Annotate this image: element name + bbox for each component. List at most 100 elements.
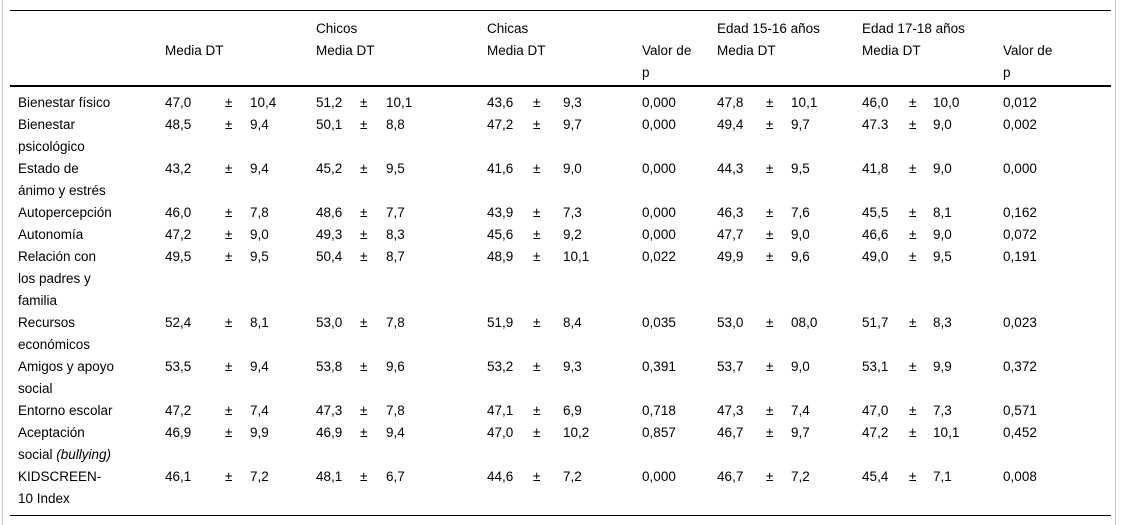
plus-minus-sign: ± xyxy=(766,358,774,374)
sd-value: 9,0 xyxy=(791,226,810,242)
mean-value: 47,3 xyxy=(717,402,744,418)
row-label: Autonomía xyxy=(10,224,165,246)
plus-minus-sign: ± xyxy=(909,116,917,132)
sd-value: 9,0 xyxy=(250,226,269,242)
sd-value: 9,6 xyxy=(386,358,405,374)
row-label-line: Relación con xyxy=(18,248,97,264)
mean-value: 50,1 xyxy=(316,116,343,132)
plus-minus-sign: ± xyxy=(909,424,917,440)
plus-minus-sign: ± xyxy=(360,248,368,264)
mean-value: 51,7 xyxy=(862,314,889,330)
table-row: Autonomía 47,2 ±9,0 49,3 ±8,3 45,6 ±9,2 0,000 47… xyxy=(10,224,1111,246)
sd-value: 8,1 xyxy=(250,314,269,330)
row-label-line: Autonomía xyxy=(18,226,84,242)
plus-minus-sign: ± xyxy=(360,116,368,132)
mean-value: 51,2 xyxy=(316,94,343,110)
sd-value: 9,6 xyxy=(791,248,810,264)
sd-value: 7,4 xyxy=(250,402,269,418)
p-value: 0,023 xyxy=(1003,314,1037,330)
p-value: 0,008 xyxy=(1003,468,1037,484)
mean-value: 43,9 xyxy=(487,204,514,220)
p-value: 0,452 xyxy=(1003,424,1037,440)
row-label-line: Estado de xyxy=(18,160,79,176)
plus-minus-sign: ± xyxy=(909,358,917,374)
mean-value: 47,8 xyxy=(717,94,744,110)
sd-value: 7,2 xyxy=(791,468,810,484)
row-label: Aceptación social (bullying) xyxy=(10,422,165,466)
table-row: Recursos económicos 52,4 ±8,1 53,0 ±7,8 51,9 ±8… xyxy=(10,312,1111,356)
mean-value: 41,6 xyxy=(487,160,514,176)
row-label: Entorno escolar xyxy=(10,400,165,422)
p-value: 0,000 xyxy=(642,204,676,220)
plus-minus-sign: ± xyxy=(225,94,233,110)
plus-minus-sign: ± xyxy=(360,468,368,484)
plus-minus-sign: ± xyxy=(533,314,541,330)
plus-minus-sign: ± xyxy=(766,424,774,440)
sd-value: 9,3 xyxy=(563,94,582,110)
sd-value: 9,9 xyxy=(250,424,269,440)
header-edad-15-16: Edad 15-16 años Media DT xyxy=(717,10,863,87)
mean-value: 49,5 xyxy=(165,248,192,264)
plus-minus-sign: ± xyxy=(360,160,368,176)
sd-value: 6,9 xyxy=(563,402,582,418)
p-value: 0,035 xyxy=(642,314,676,330)
row-label-line: social (bullying) xyxy=(18,444,165,466)
plus-minus-sign: ± xyxy=(360,226,368,242)
mean-value: 46,7 xyxy=(717,424,744,440)
header-edad-17-18: Edad 17-18 años Media DT xyxy=(862,10,1004,87)
mean-value: 48,5 xyxy=(165,116,192,132)
plus-minus-sign: ± xyxy=(909,226,917,242)
header-label: Media DT xyxy=(165,43,224,58)
mean-value: 46,9 xyxy=(316,424,343,440)
p-value: 0,000 xyxy=(1003,160,1037,176)
sd-value: 9,5 xyxy=(791,160,810,176)
sd-value: 7,8 xyxy=(386,402,405,418)
plus-minus-sign: ± xyxy=(909,160,917,176)
plus-minus-sign: ± xyxy=(360,314,368,330)
mean-value: 47.3 xyxy=(862,116,889,132)
p-value: 0,000 xyxy=(642,226,676,242)
sd-value: 7,1 xyxy=(933,468,952,484)
mean-value: 43,6 xyxy=(487,94,514,110)
row-label-line: social xyxy=(18,380,53,396)
plus-minus-sign: ± xyxy=(766,248,774,264)
table-row: Estado de ánimo y estrés 43,2 ±9,4 45,2 ±9,5 4… xyxy=(10,158,1111,202)
plus-minus-sign: ± xyxy=(909,204,917,220)
mean-value: 44,3 xyxy=(717,160,744,176)
plus-minus-sign: ± xyxy=(533,116,541,132)
mean-value: 49,0 xyxy=(862,248,889,264)
sd-value: 7,6 xyxy=(791,204,810,220)
sd-value: 10,1 xyxy=(933,424,960,440)
mean-value: 48,1 xyxy=(316,468,343,484)
header-empty xyxy=(10,10,165,87)
row-label-line: los padres y xyxy=(18,270,91,286)
mean-value: 44,6 xyxy=(487,468,514,484)
plus-minus-sign: ± xyxy=(225,358,233,374)
header-sub-label: Media DT xyxy=(487,43,546,58)
plus-minus-sign: ± xyxy=(766,402,774,418)
table-row: KIDSCREEN- 10 Index 46,1 ±7,2 48,1 ±6,7 44,6 ±7… xyxy=(10,466,1111,516)
sd-value: 9,7 xyxy=(563,116,582,132)
mean-value: 47,2 xyxy=(862,424,889,440)
sd-value: 7,3 xyxy=(563,204,582,220)
header-label: Valor de p xyxy=(642,43,692,80)
p-value: 0,391 xyxy=(642,358,676,374)
p-value: 0,000 xyxy=(642,116,676,132)
sd-value: 9,2 xyxy=(563,226,582,242)
row-label: Bienestar físico xyxy=(10,86,165,114)
header-sub-label: Media DT xyxy=(316,43,375,58)
sd-value: 7,8 xyxy=(250,204,269,220)
mean-value: 46,9 xyxy=(165,424,192,440)
row-label-text: social xyxy=(18,446,57,462)
mean-value: 52,4 xyxy=(165,314,192,330)
p-value: 0,718 xyxy=(642,402,676,418)
header-p-value-sex: Valor de p xyxy=(642,10,718,87)
sd-value: 9,0 xyxy=(791,358,810,374)
mean-value: 46,6 xyxy=(862,226,889,242)
sd-value: 9,4 xyxy=(386,424,405,440)
mean-value: 47,3 xyxy=(316,402,343,418)
mean-value: 46,3 xyxy=(717,204,744,220)
plus-minus-sign: ± xyxy=(360,204,368,220)
row-label-line: Entorno escolar xyxy=(18,402,113,418)
sd-value: 9,5 xyxy=(386,160,405,176)
